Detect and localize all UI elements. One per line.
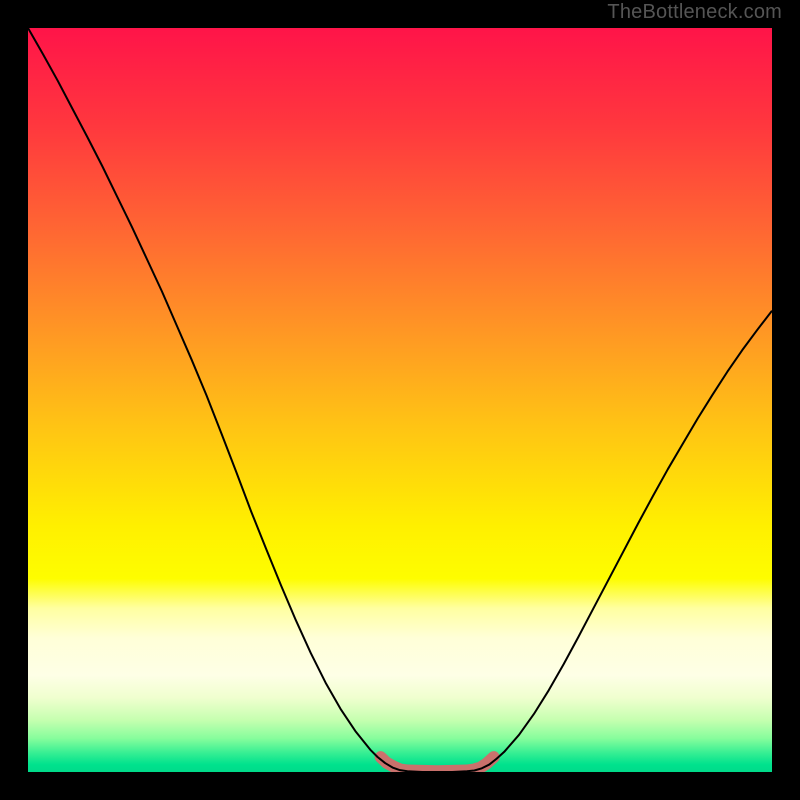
plot-svg: [28, 28, 772, 772]
figure-frame: TheBottleneck.com: [0, 0, 800, 800]
plot-area: [28, 28, 772, 772]
gradient-background: [28, 28, 772, 772]
watermark-text: TheBottleneck.com: [607, 1, 782, 24]
